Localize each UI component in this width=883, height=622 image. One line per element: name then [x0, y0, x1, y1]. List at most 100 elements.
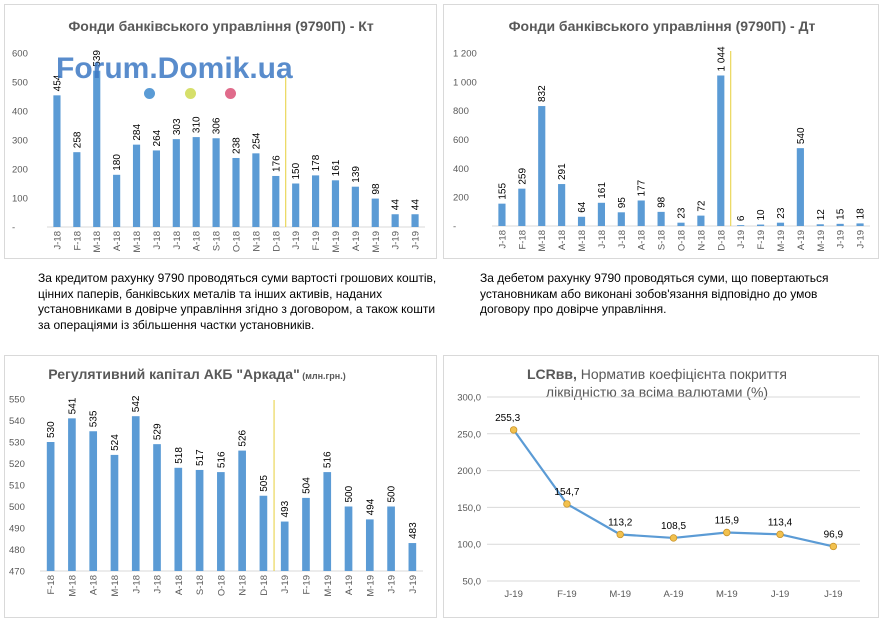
data-label: 258 — [72, 131, 83, 148]
x-tick-label: A-19 — [351, 231, 362, 251]
y-tick-label: 150,0 — [457, 503, 481, 514]
data-label: 284 — [132, 124, 143, 141]
bar — [131, 416, 140, 571]
data-label: 115,9 — [715, 515, 740, 526]
bar — [411, 214, 419, 227]
data-label: 139 — [351, 166, 362, 183]
y-tick-label: 500 — [12, 78, 28, 89]
x-tick-label: J-18 — [153, 575, 164, 593]
data-label: 541 — [67, 397, 78, 414]
data-label: 108,5 — [661, 521, 686, 532]
x-tick-label: J-19 — [771, 589, 789, 600]
bar — [408, 543, 417, 571]
bar — [371, 198, 379, 227]
x-tick-label: A-19 — [796, 230, 807, 250]
bar — [93, 70, 101, 227]
data-point — [776, 530, 784, 539]
bar — [737, 225, 745, 226]
data-label: 177 — [637, 179, 648, 196]
y-tick-label: - — [12, 223, 15, 234]
data-label: 529 — [153, 423, 164, 440]
bar — [677, 222, 685, 226]
chart-title: LCRвв, Норматив коефіцієнта покриття — [527, 366, 787, 382]
bar — [387, 506, 395, 571]
chart-panel-kt: Фонди банківського управління (9790П) - … — [4, 4, 437, 259]
data-label: 306 — [212, 117, 223, 134]
data-label: 310 — [192, 116, 203, 133]
y-tick-label: 1 000 — [453, 77, 477, 88]
chart-title: Фонди банківського управління (9790П) - … — [509, 18, 816, 34]
data-label: 500 — [344, 485, 355, 502]
x-tick-label: J-19 — [387, 575, 398, 593]
y-tick-label: 550 — [9, 395, 25, 406]
chart-title-rest: Норматив коефіцієнта покриття — [577, 366, 787, 382]
bar — [331, 180, 340, 227]
data-label: 516 — [216, 451, 227, 468]
data-label: 176 — [271, 155, 282, 172]
bar — [110, 454, 119, 571]
data-label: 238 — [232, 137, 243, 154]
data-label: 154,7 — [554, 487, 579, 498]
x-tick-label: S-18 — [195, 575, 206, 595]
bar — [272, 175, 280, 227]
data-label: 23 — [677, 207, 688, 219]
bar — [259, 495, 268, 571]
x-tick-label: F-18 — [72, 231, 83, 251]
chart-title-bold: LCRвв, — [527, 366, 577, 382]
chart-lcr: LCRвв, Норматив коефіцієнта покриття лікв… — [457, 366, 860, 600]
y-tick-label: 490 — [9, 524, 25, 535]
data-label: 530 — [46, 421, 57, 438]
x-tick-label: F-19 — [557, 589, 577, 600]
x-tick-label: M-19 — [323, 575, 334, 597]
x-tick-label: M-19 — [609, 589, 631, 600]
data-label: 517 — [195, 449, 206, 466]
x-tick-label: M-19 — [371, 231, 382, 253]
data-point — [563, 500, 571, 508]
data-label: 180 — [112, 154, 123, 171]
bar — [212, 138, 220, 227]
x-tick-label: A-18 — [112, 231, 123, 251]
x-tick-label: N-18 — [238, 575, 249, 596]
y-tick-label: 520 — [9, 459, 25, 470]
x-tick-label: J-19 — [408, 575, 419, 593]
x-tick-label: M-19 — [816, 230, 827, 252]
description-dt: За дебетом рахунку 9790 проводяться суми… — [480, 271, 829, 316]
bar — [617, 212, 625, 226]
y-tick-label: - — [453, 222, 456, 233]
data-label: 505 — [259, 475, 270, 492]
y-tick-label: 600 — [12, 49, 28, 60]
bar — [252, 153, 260, 227]
data-label: 15 — [836, 208, 847, 220]
x-tick-label: D-18 — [271, 231, 282, 252]
x-tick-label: J-18 — [597, 230, 608, 248]
bar — [856, 223, 864, 226]
data-label: 6 — [736, 215, 747, 221]
x-tick-label: D-18 — [259, 575, 270, 596]
data-label: 113,2 — [608, 517, 633, 528]
data-label: 44 — [411, 199, 422, 211]
bar — [577, 216, 586, 226]
bar — [323, 472, 332, 571]
data-label: 150 — [291, 162, 302, 179]
bar — [776, 222, 785, 226]
bar — [538, 106, 546, 226]
x-tick-label: D-18 — [716, 230, 727, 251]
data-label: 72 — [696, 200, 707, 212]
bar — [217, 472, 225, 571]
data-label: 504 — [301, 477, 312, 494]
x-tick-label: F-19 — [756, 230, 767, 250]
x-tick-label: S-18 — [657, 230, 668, 250]
x-tick-label: F-19 — [301, 575, 312, 595]
data-point — [669, 534, 678, 542]
x-tick-label: M-18 — [132, 231, 143, 253]
y-tick-label: 510 — [9, 481, 25, 492]
data-label: 155 — [497, 183, 508, 200]
y-tick-label: 300,0 — [457, 393, 481, 404]
chart-dt: Фонди банківського управління (9790П) - … — [453, 18, 870, 252]
y-tick-label: 100,0 — [457, 540, 481, 551]
bar — [717, 75, 725, 227]
y-tick-label: 300 — [12, 136, 28, 147]
x-tick-label: M-19 — [716, 589, 738, 600]
x-tick-label: F-18 — [517, 230, 528, 250]
y-tick-label: 200,0 — [457, 466, 481, 477]
